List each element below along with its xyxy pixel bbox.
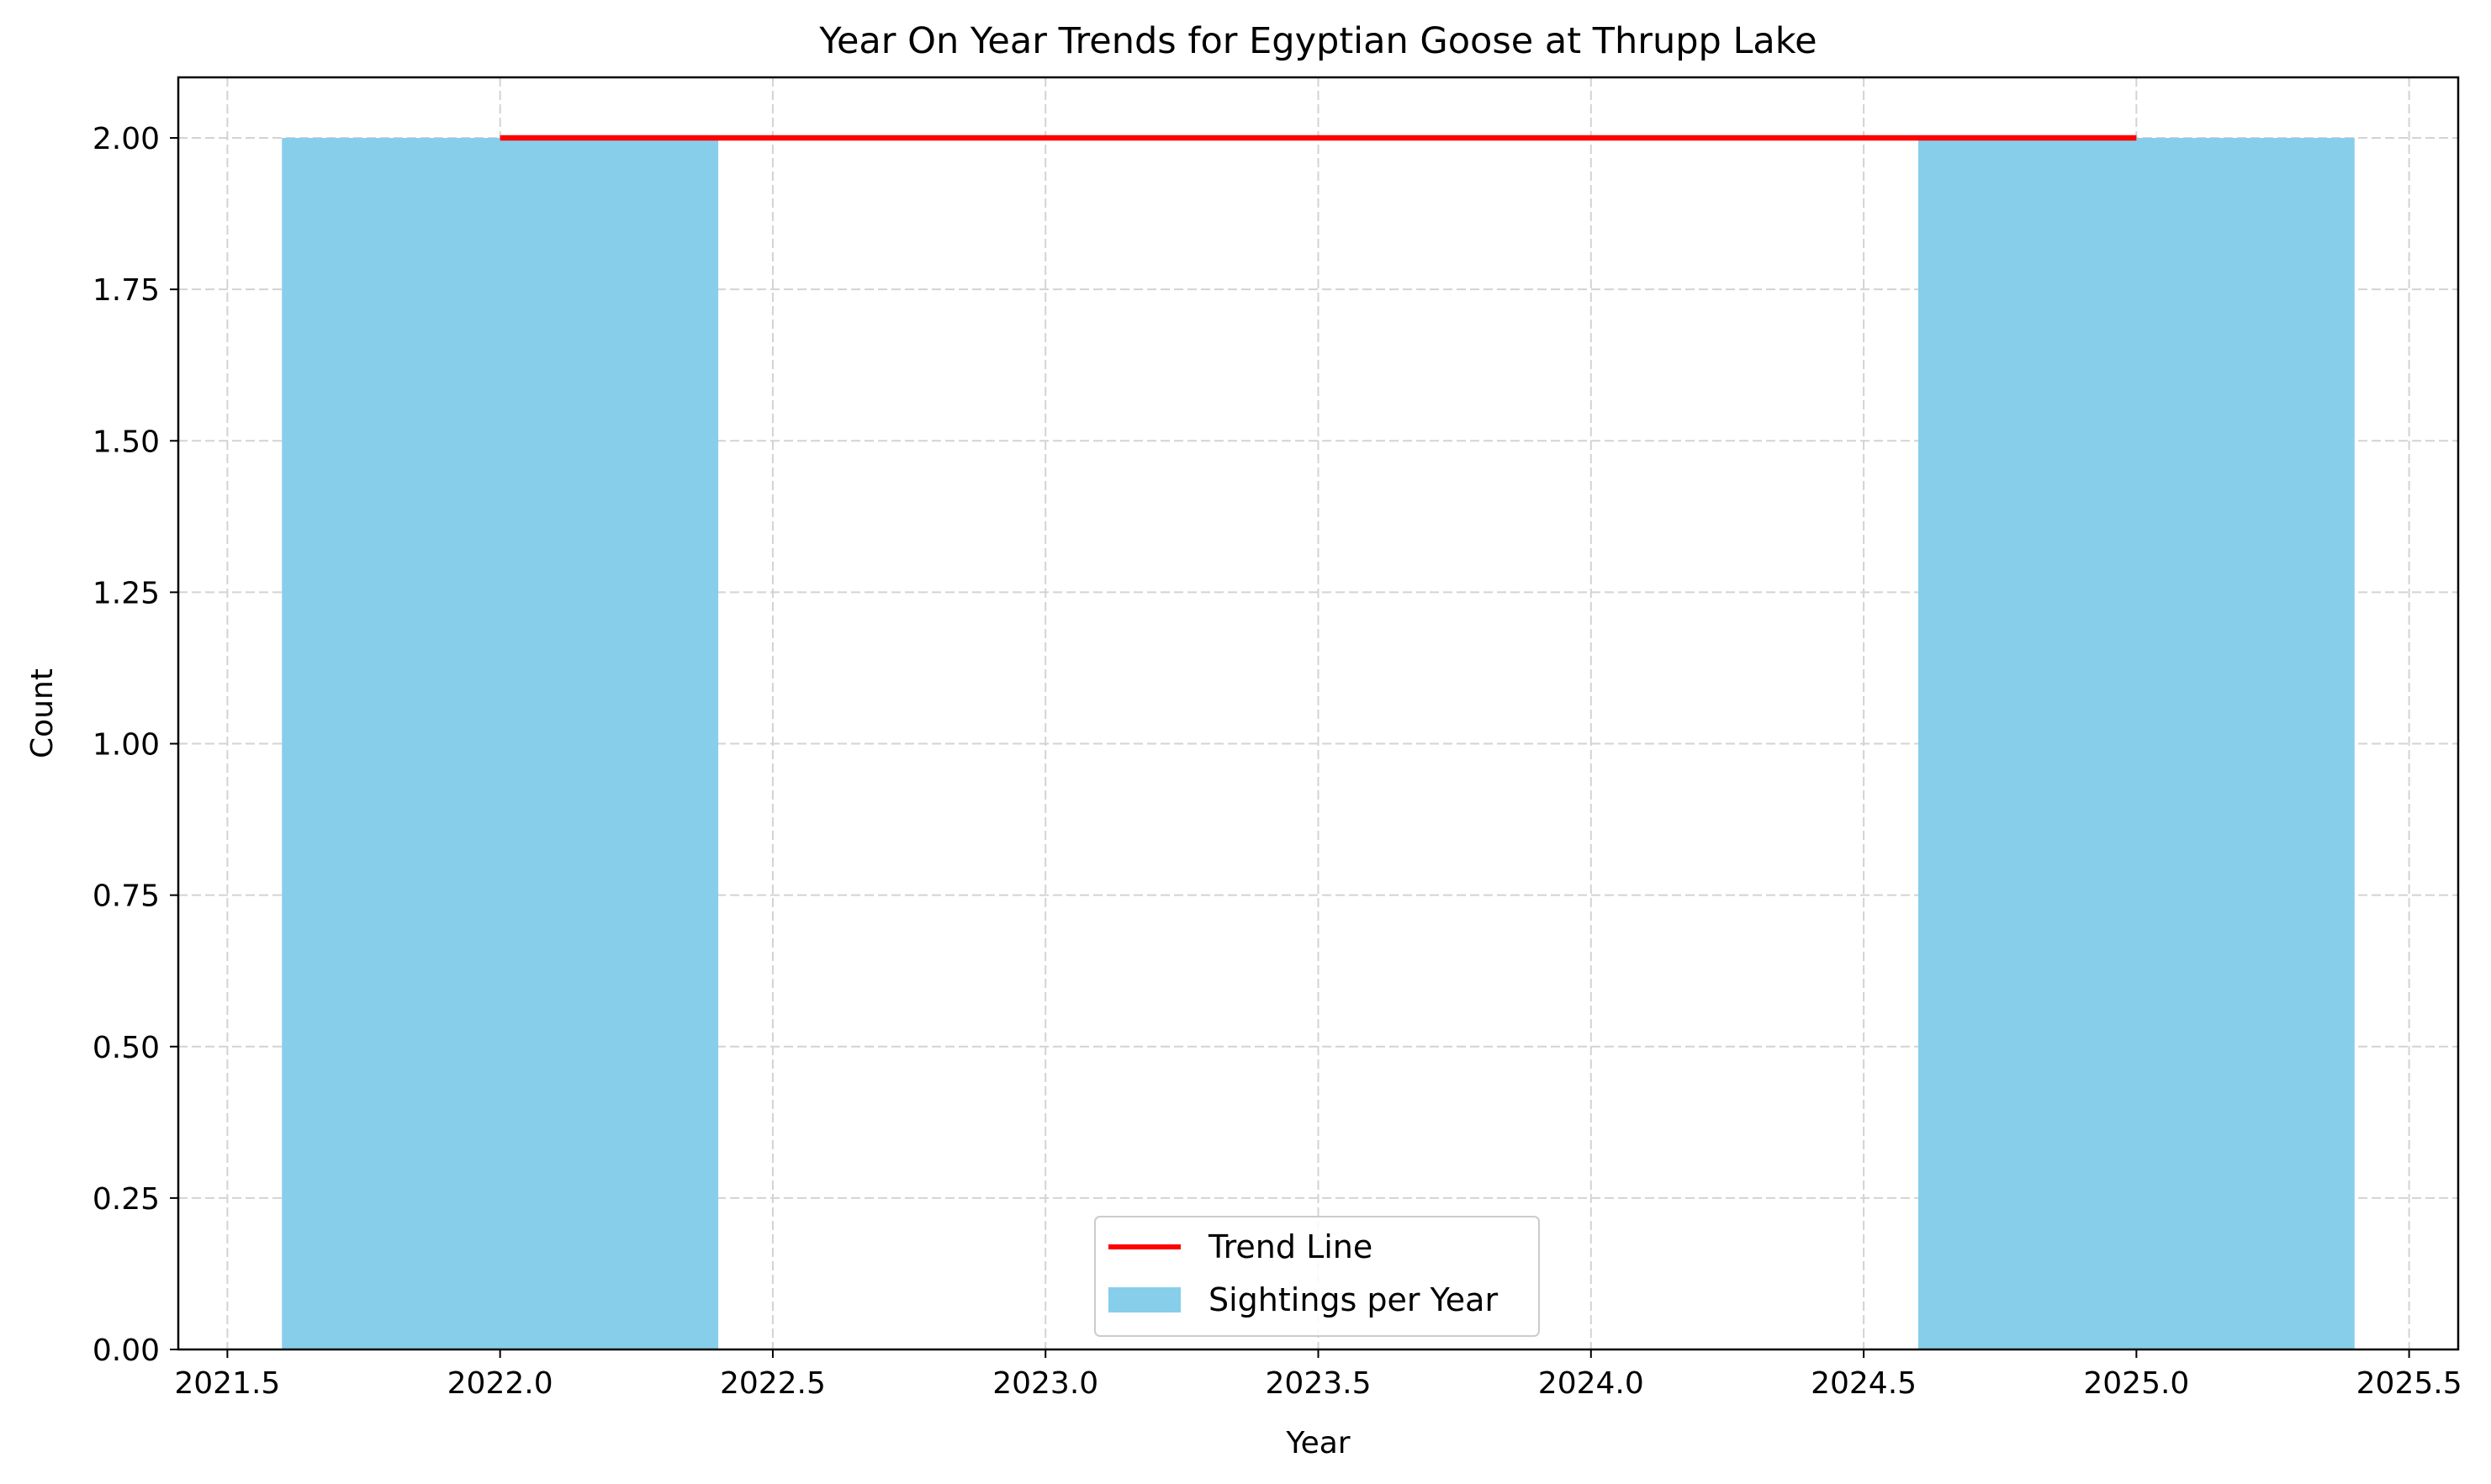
bar-sightings-2025 bbox=[1917, 138, 2355, 1350]
x-tick-label: 2021.5 bbox=[174, 1366, 280, 1401]
x-axis: 2021.5 2022.0 2022.5 2023.0 2023.5 2024.0 2024… bbox=[174, 1349, 2462, 1401]
legend: Trend Line Sightings per Year bbox=[1094, 1216, 1540, 1337]
x-tick-label: 2022.5 bbox=[720, 1366, 826, 1401]
bar-sightings-2022 bbox=[282, 138, 719, 1350]
x-tick-label: 2023.0 bbox=[992, 1366, 1098, 1401]
y-tick-label: 0.50 bbox=[93, 1031, 160, 1065]
x-tick-label: 2022.0 bbox=[447, 1366, 553, 1401]
y-tick-label: 1.50 bbox=[93, 425, 160, 459]
x-tick-label: 2025.5 bbox=[2356, 1366, 2462, 1401]
legend-trend-line-label: Trend Line bbox=[1208, 1228, 1372, 1265]
legend-box bbox=[1094, 1216, 1540, 1337]
x-tick-label: 2024.5 bbox=[1811, 1366, 1917, 1401]
y-tick-label: 1.75 bbox=[93, 273, 160, 308]
x-axis-title: Year bbox=[1285, 1426, 1350, 1460]
y-tick-label: 0.25 bbox=[93, 1182, 160, 1217]
x-tick-label: 2025.0 bbox=[2083, 1366, 2189, 1401]
y-axis-title: Count bbox=[25, 668, 60, 758]
y-tick-label: 2.00 bbox=[93, 122, 160, 156]
chart-title: Year On Year Trends for Egyptian Goose a… bbox=[818, 20, 1817, 62]
y-tick-label: 1.00 bbox=[93, 728, 160, 763]
y-tick-label: 0.75 bbox=[93, 879, 160, 914]
y-axis: 0.00 0.25 0.50 0.75 1.00 1.25 1.50 1.75 2.00 bbox=[93, 122, 178, 1368]
y-tick-label: 0.00 bbox=[93, 1333, 160, 1368]
bars bbox=[282, 138, 2355, 1350]
x-tick-label: 2024.0 bbox=[1538, 1366, 1644, 1401]
y-tick-label: 1.25 bbox=[93, 576, 160, 610]
legend-sightings-swatch bbox=[1108, 1287, 1181, 1312]
x-tick-label: 2023.5 bbox=[1266, 1366, 1372, 1401]
legend-sightings-label: Sightings per Year bbox=[1208, 1281, 1498, 1318]
